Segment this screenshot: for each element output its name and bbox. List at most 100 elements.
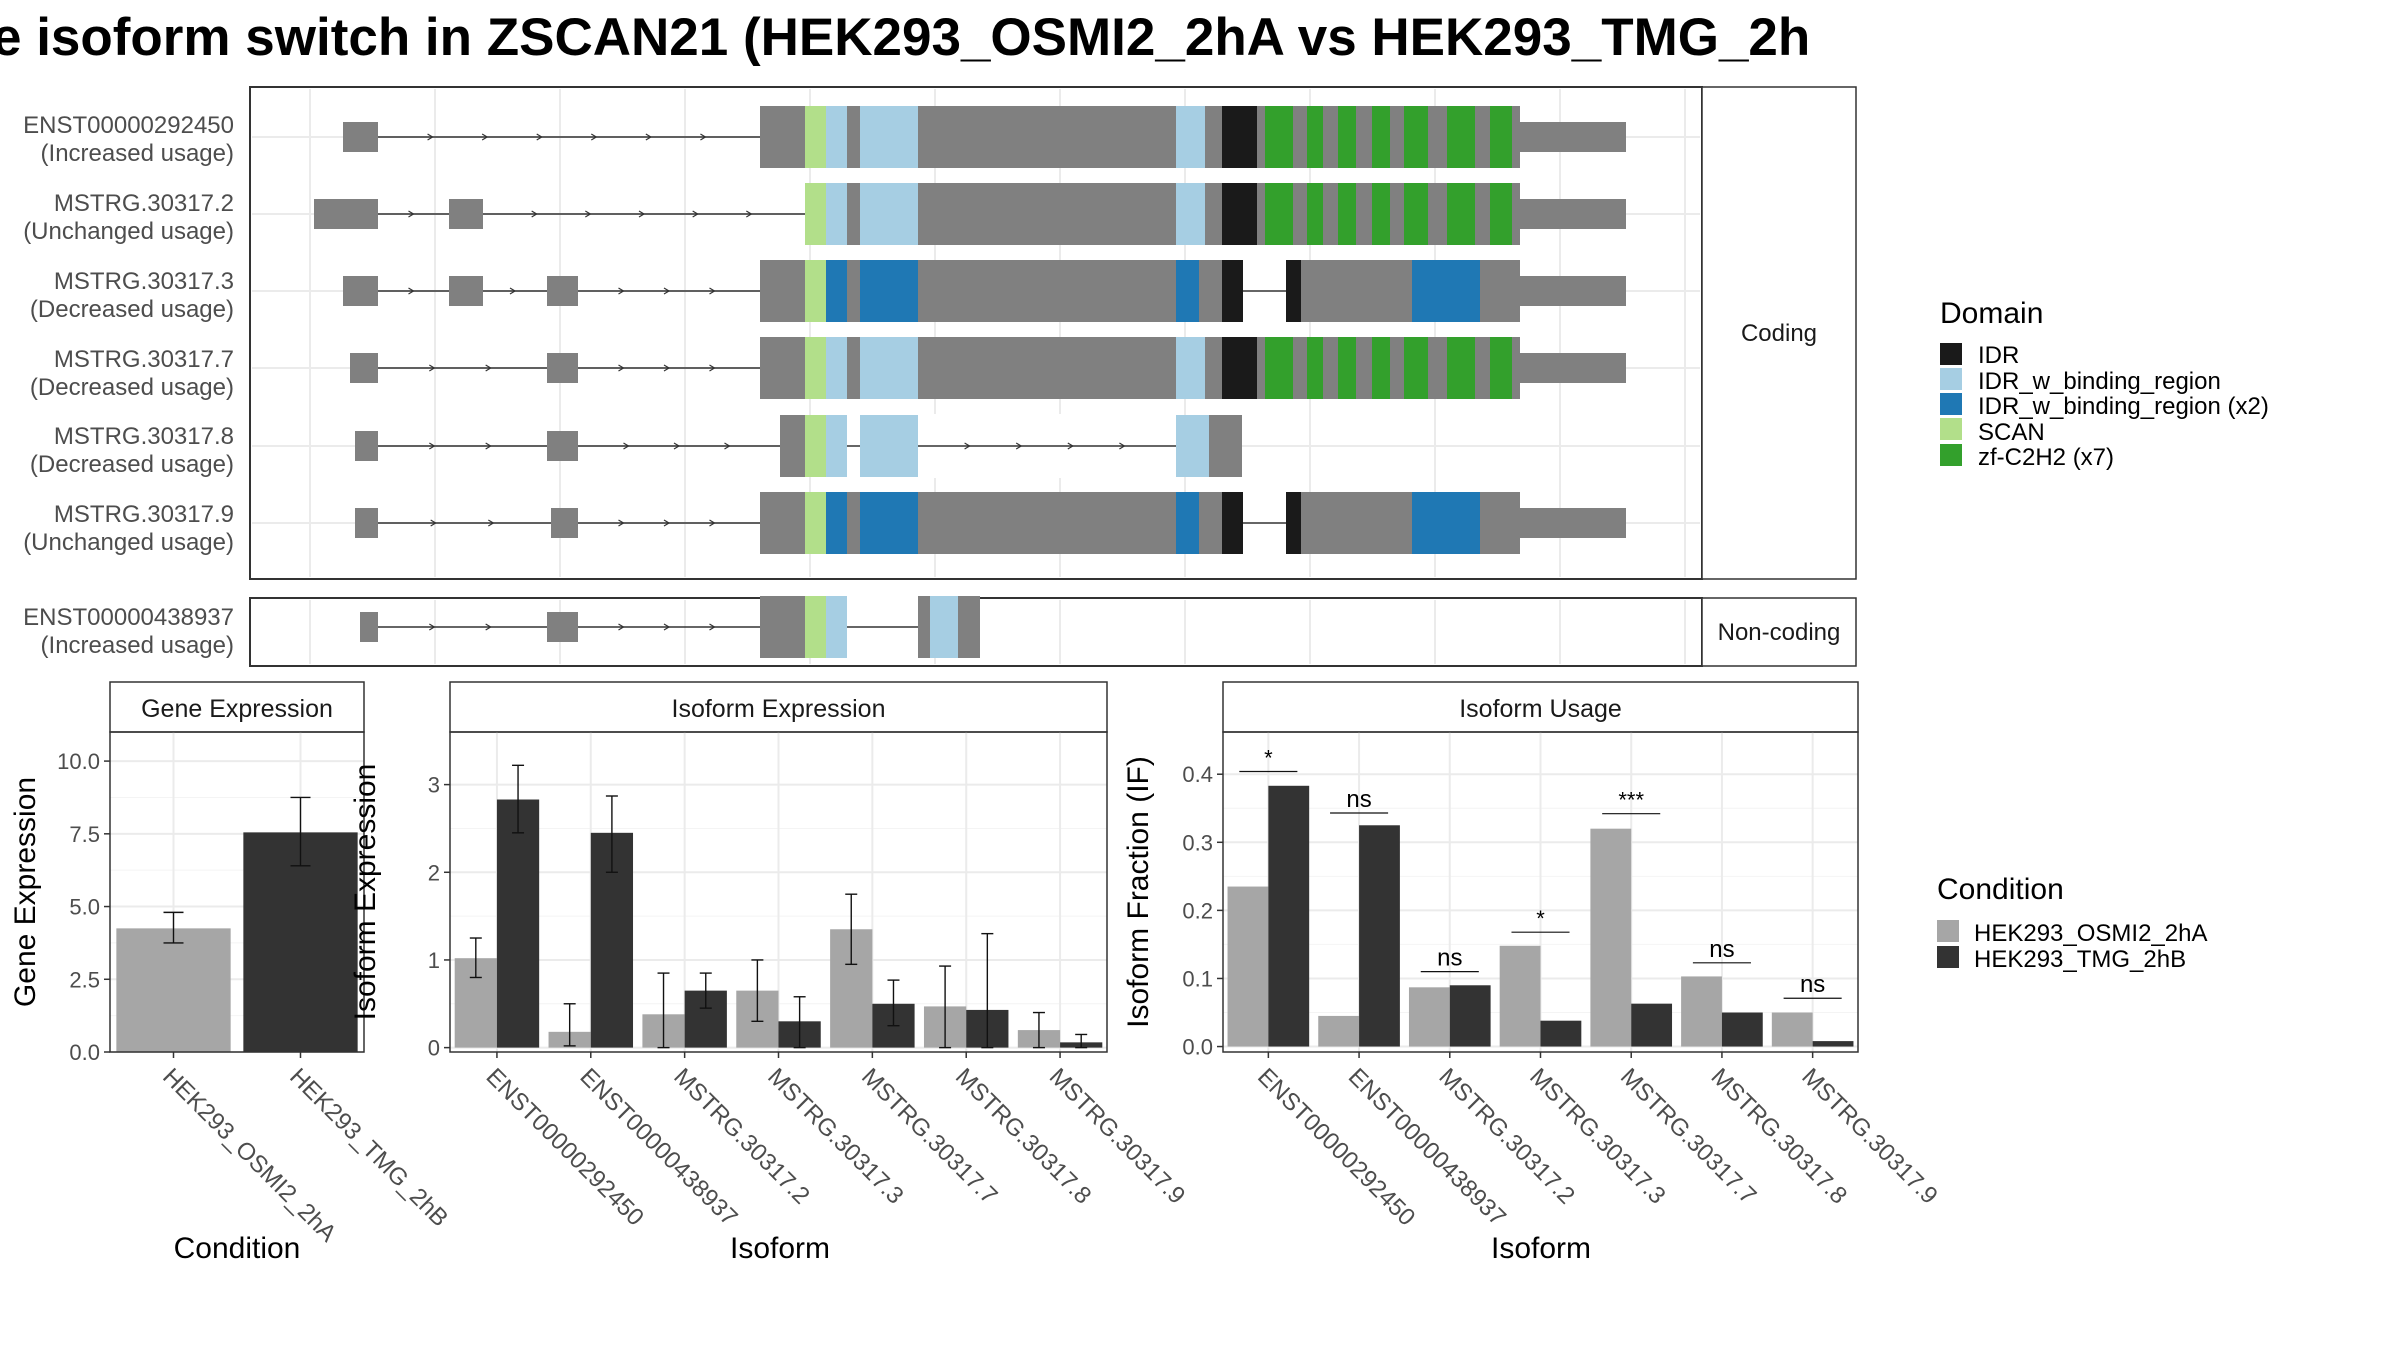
direction-arrow: [481, 133, 489, 141]
domain-segment: [805, 337, 826, 399]
direction-arrow: [509, 287, 517, 295]
domain-segment: [1490, 337, 1512, 399]
domain-segment: [1199, 260, 1222, 322]
isoform-usage-0: (Increased usage): [41, 140, 234, 167]
direction-arrow: [429, 623, 436, 631]
domain-segment: [826, 260, 847, 322]
exon-block: [1520, 353, 1626, 383]
isoform-usage-1: (Unchanged usage): [23, 218, 234, 245]
isoform-usage-6: (Increased usage): [41, 632, 234, 659]
bar: [1227, 886, 1269, 1047]
domain-segment: [805, 492, 826, 554]
isoform-label-5: MSTRG.30317.9: [54, 501, 234, 528]
direction-arrow: [485, 442, 492, 450]
x-tick-label: ENST00000438937: [1343, 1063, 1511, 1231]
isoform-usage-5: (Unchanged usage): [23, 529, 234, 556]
domain-segment: [1307, 106, 1323, 168]
isoform-expression-chart: Isoform Expression 0 1 2 3 ENST00000292450ENS…: [349, 681, 1190, 1265]
domain-segment: [860, 260, 918, 322]
significance-label: ns: [1800, 971, 1825, 998]
exon-block: [1520, 508, 1626, 538]
domain-segment: [1404, 337, 1428, 399]
y-tick-label: 1: [428, 948, 440, 973]
bar: [1268, 785, 1310, 1047]
direction-arrow: [536, 133, 543, 141]
direction-arrow: [709, 623, 716, 631]
isoform-row-labels: ENST00000292450 (Increased usage) MSTRG.…: [23, 112, 234, 659]
bar: [1681, 976, 1722, 1047]
direction-arrow: [700, 133, 707, 141]
direction-arrow: [709, 519, 716, 527]
domain-segment: [1286, 260, 1301, 322]
x-tick-label: ENST00000438937: [575, 1063, 743, 1231]
isoform-usage-4: (Decreased usage): [30, 451, 234, 478]
domain-segment: [860, 492, 918, 554]
exon-block: [314, 199, 378, 229]
direction-arrow: [964, 442, 971, 450]
domain-segment: [1307, 183, 1323, 245]
exon-block: [449, 199, 483, 229]
exon-block: [350, 353, 378, 383]
domain-segment: [1301, 260, 1412, 322]
panel-title: Gene Expression: [141, 695, 333, 723]
x-axis-label: Isoform: [1491, 1232, 1591, 1265]
legend-label-cond1: HEK293_OSMI2_2hA: [1974, 920, 2207, 947]
exon-block: [547, 353, 578, 383]
exon-block: [1520, 122, 1626, 152]
domain-segment: [1222, 106, 1257, 168]
condition-legend-title: Condition: [1937, 873, 2064, 906]
y-tick-label: 0.3: [1182, 830, 1213, 855]
bar: [1540, 1020, 1582, 1047]
domain-segment: [1307, 337, 1323, 399]
domain-segment: [760, 337, 805, 399]
y-axis-label: Isoform Fraction (IF): [1122, 756, 1155, 1028]
y-tick-label: 2.5: [69, 967, 100, 992]
domain-segment: [1176, 260, 1199, 322]
direction-arrow: [673, 442, 681, 450]
direction-arrow: [623, 442, 630, 450]
legend-label-idr: IDR: [1978, 342, 2019, 369]
legend-label-zf: zf-C2H2 (x7): [1978, 444, 2114, 471]
exon-block: [449, 276, 483, 306]
isoform-label-2: MSTRG.30317.3: [54, 268, 234, 295]
direction-arrow: [485, 623, 492, 631]
y-tick-label: 5.0: [69, 895, 100, 920]
y-tick-label: 0.0: [1182, 1035, 1213, 1060]
domain-segment: [760, 596, 805, 658]
legend-swatch-idr: [1940, 343, 1962, 365]
domain-segment: [1490, 183, 1512, 245]
bar: [1721, 1012, 1763, 1047]
significance-label: ***: [1618, 788, 1644, 813]
bar: [496, 799, 540, 1048]
x-axis-label: Condition: [174, 1232, 301, 1265]
noncoding-strip-label: Non-coding: [1718, 619, 1841, 646]
domain-segment: [1176, 106, 1205, 168]
significance-label: ns: [1346, 786, 1371, 813]
exon-block: [343, 276, 378, 306]
domain-segment: [1222, 183, 1257, 245]
bar: [116, 928, 231, 1052]
direction-arrow: [663, 623, 671, 631]
noncoding-strip: [1701, 597, 1857, 667]
direction-arrow: [408, 287, 415, 295]
domain-segment: [826, 337, 847, 399]
significance-label: ns: [1709, 936, 1734, 963]
bar: [1771, 1012, 1813, 1047]
y-tick-label: 0.0: [69, 1040, 100, 1065]
y-tick-label: 10.0: [57, 749, 100, 774]
domain-segment: [1209, 415, 1242, 477]
isoform-label-0: ENST00000292450: [23, 112, 234, 139]
domain-segment: [826, 492, 847, 554]
domain-segment: [1222, 260, 1243, 322]
direction-arrow: [590, 133, 598, 141]
domain-segment: [1265, 106, 1293, 168]
legend-swatch-zf: [1940, 444, 1962, 466]
domain-segment: [1176, 183, 1205, 245]
domain-legend-title: Domain: [1940, 297, 2043, 330]
x-tick-label: ENST00000292450: [1252, 1063, 1420, 1231]
direction-arrow: [408, 210, 415, 218]
isoform-usage-chart: Isoform Usage0.00.10.20.30.4*nsns****nsn…: [1122, 681, 1943, 1265]
isoform-usage-2: (Decreased usage): [30, 296, 234, 323]
coding-strip-label: Coding: [1741, 320, 1817, 347]
